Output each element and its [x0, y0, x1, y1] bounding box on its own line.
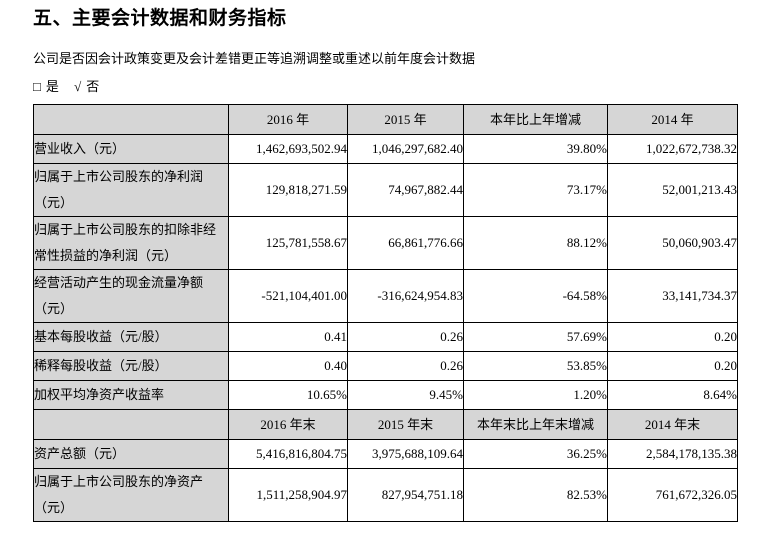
table-row: 稀释每股收益（元/股） 0.40 0.26 53.85% 0.20	[33, 351, 738, 381]
header-cell-2014: 2014 年	[607, 104, 738, 135]
table-cell: 74,967,882.44	[347, 163, 464, 217]
checkbox-unchecked-icon: □	[33, 79, 41, 94]
row-label: 归属于上市公司股东的扣除非经常性损益的净利润（元）	[33, 216, 229, 270]
table-row: 归属于上市公司股东的扣除非经常性损益的净利润（元） 125,781,558.67…	[33, 216, 738, 270]
table-cell: 52,001,213.43	[607, 163, 738, 217]
table-cell: 1,046,297,682.40	[347, 134, 464, 164]
table-cell: 0.41	[228, 322, 348, 352]
table-cell: 57.69%	[463, 322, 608, 352]
table-cell: -64.58%	[463, 269, 608, 323]
row-label: 归属于上市公司股东的净利润（元）	[33, 163, 229, 217]
table-cell: 3,975,688,109.64	[347, 439, 464, 469]
table-cell: 5,416,816,804.75	[228, 439, 348, 469]
table-row: 经营活动产生的现金流量净额（元） -521,104,401.00 -316,62…	[33, 269, 738, 323]
checkmark-icon: √	[74, 79, 82, 94]
option-yes-label: 是	[45, 79, 59, 94]
header-row-year: 2016 年 2015 年 本年比上年增减 2014 年	[33, 104, 738, 135]
table-row: 加权平均净资产收益率 10.65% 9.45% 1.20% 8.64%	[33, 380, 738, 410]
restatement-answer-line: □ 是 √ 否	[33, 79, 747, 94]
table-cell: 10.65%	[228, 380, 348, 410]
header-cell-2015: 2015 年	[347, 104, 464, 135]
table-cell: 0.26	[347, 322, 464, 352]
option-no-label: 否	[86, 79, 100, 94]
table-row: 资产总额（元） 5,416,816,804.75 3,975,688,109.6…	[33, 439, 738, 469]
report-page: 五、主要会计数据和财务指标 公司是否因会计政策变更及会计差错更正等追溯调整或重述…	[0, 8, 775, 522]
table-cell: 36.25%	[463, 439, 608, 469]
table-cell: 0.40	[228, 351, 348, 381]
table-cell: 50,060,903.47	[607, 216, 738, 270]
table-cell: 1,511,258,904.97	[228, 468, 348, 522]
table-cell: 125,781,558.67	[228, 216, 348, 270]
table-cell: 761,672,326.05	[607, 468, 738, 522]
option-no: √ 否	[74, 79, 99, 94]
table-row: 归属于上市公司股东的净利润（元） 129,818,271.59 74,967,8…	[33, 163, 738, 217]
section-title: 五、主要会计数据和财务指标	[33, 8, 287, 29]
table-cell: -521,104,401.00	[228, 269, 348, 323]
header-cell-blank	[33, 104, 229, 135]
table-cell: 9.45%	[347, 380, 464, 410]
table-cell: 0.20	[607, 322, 738, 352]
table-cell: 0.26	[347, 351, 464, 381]
table-row: 基本每股收益（元/股） 0.41 0.26 57.69% 0.20	[33, 322, 738, 352]
header-cell-yearend-change: 本年末比上年末增减	[463, 409, 608, 440]
table-row: 营业收入（元） 1,462,693,502.94 1,046,297,682.4…	[33, 134, 738, 164]
table-cell: 73.17%	[463, 163, 608, 217]
header-cell-2015-end: 2015 年末	[347, 409, 464, 440]
table-cell: 129,818,271.59	[228, 163, 348, 217]
key-financials-table: 2016 年 2015 年 本年比上年增减 2014 年 营业收入（元） 1,4…	[33, 104, 738, 522]
table-cell: 88.12%	[463, 216, 608, 270]
table-cell: 53.85%	[463, 351, 608, 381]
table-cell: 66,861,776.66	[347, 216, 464, 270]
header-cell-2014-end: 2014 年末	[607, 409, 738, 440]
table-cell: 39.80%	[463, 134, 608, 164]
row-label: 资产总额（元）	[33, 439, 229, 469]
header-cell-2016: 2016 年	[228, 104, 348, 135]
row-label: 营业收入（元）	[33, 134, 229, 164]
header-cell-2016-end: 2016 年末	[228, 409, 348, 440]
table-cell: 1,022,672,738.32	[607, 134, 738, 164]
row-label: 经营活动产生的现金流量净额（元）	[33, 269, 229, 323]
table-cell: 0.20	[607, 351, 738, 381]
header-row-yearend: 2016 年末 2015 年末 本年末比上年末增减 2014 年末	[33, 409, 738, 440]
row-label: 加权平均净资产收益率	[33, 380, 229, 410]
header-cell-blank	[33, 409, 229, 440]
option-yes: □ 是	[33, 79, 62, 94]
table-cell: 827,954,751.18	[347, 468, 464, 522]
row-label: 基本每股收益（元/股）	[33, 322, 229, 352]
table-cell: 8.64%	[607, 380, 738, 410]
table-cell: -316,624,954.83	[347, 269, 464, 323]
row-label: 归属于上市公司股东的净资产（元）	[33, 468, 229, 522]
table-cell: 1,462,693,502.94	[228, 134, 348, 164]
table-cell: 1.20%	[463, 380, 608, 410]
table-row: 归属于上市公司股东的净资产（元） 1,511,258,904.97 827,95…	[33, 468, 738, 522]
row-label: 稀释每股收益（元/股）	[33, 351, 229, 381]
table-cell: 2,584,178,135.38	[607, 439, 738, 469]
table-cell: 82.53%	[463, 468, 608, 522]
header-cell-yoy-change: 本年比上年增减	[463, 104, 608, 135]
table-cell: 33,141,734.37	[607, 269, 738, 323]
restatement-question: 公司是否因会计政策变更及会计差错更正等追溯调整或重述以前年度会计数据	[33, 51, 476, 66]
